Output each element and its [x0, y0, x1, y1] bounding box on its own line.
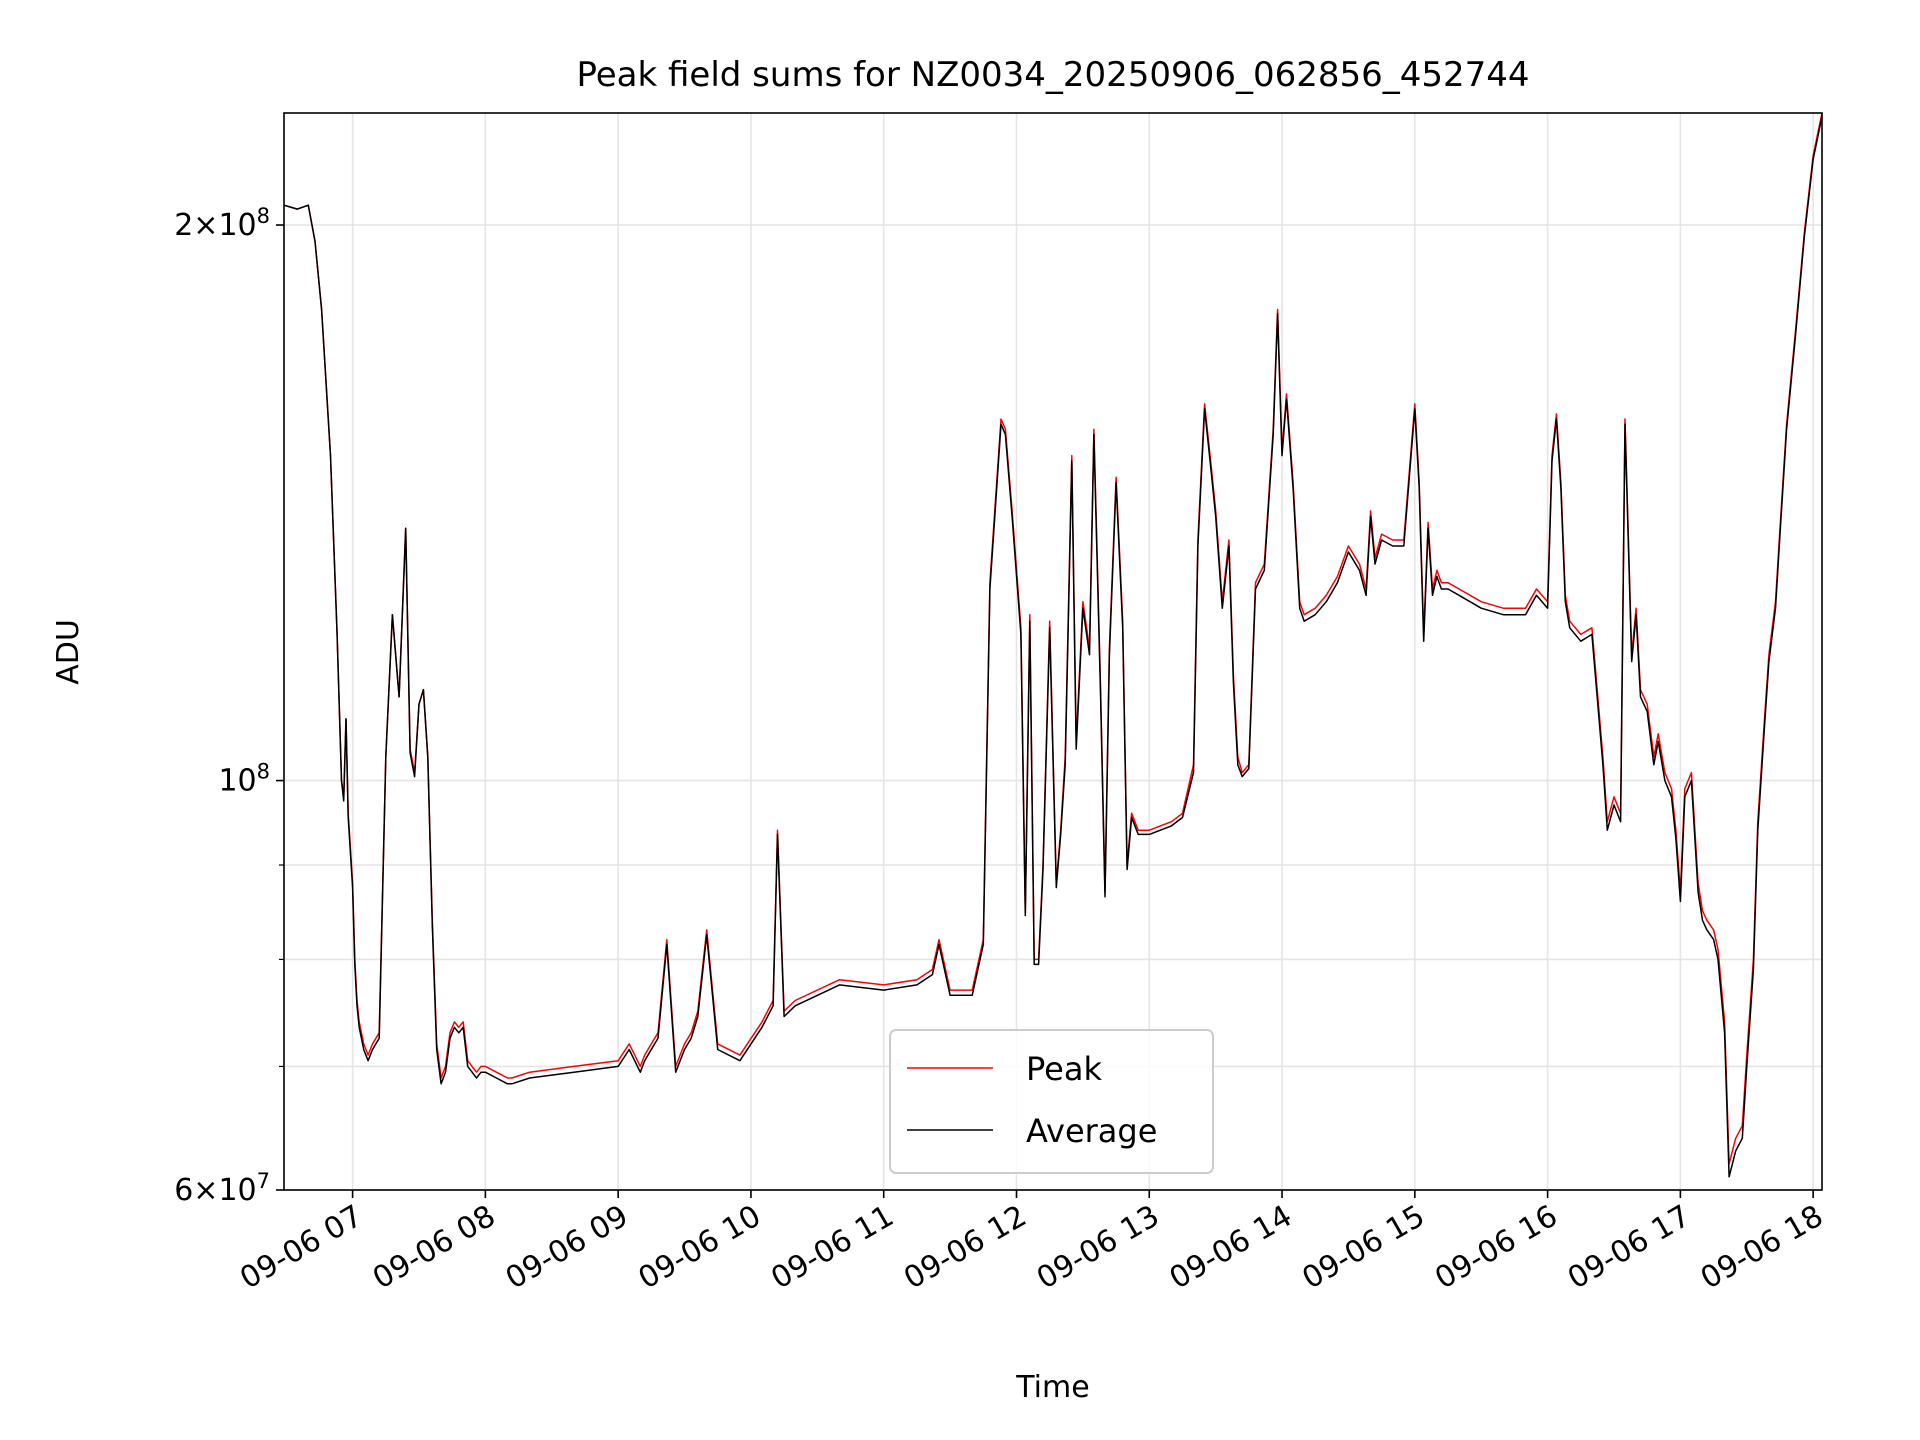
y-axis-label: ADU: [51, 619, 86, 685]
y-tick-label: 6×107: [174, 1169, 270, 1208]
plot-frame: [283, 112, 1823, 1191]
y-tick-label: 2×108: [174, 204, 270, 243]
series-line-average: [283, 116, 1823, 1178]
legend-peak-label: Peak: [1026, 1050, 1102, 1088]
legend-average-label: Average: [1026, 1112, 1157, 1150]
grid: [284, 113, 1822, 1191]
legend: Peak Average: [889, 1029, 1214, 1174]
legend-frame: [889, 1029, 1214, 1174]
x-axis-label: Time: [1015, 1370, 1089, 1405]
series-lines: [283, 112, 1823, 1178]
chart-title: Peak field sums for NZ0034_20250906_0628…: [576, 55, 1529, 95]
